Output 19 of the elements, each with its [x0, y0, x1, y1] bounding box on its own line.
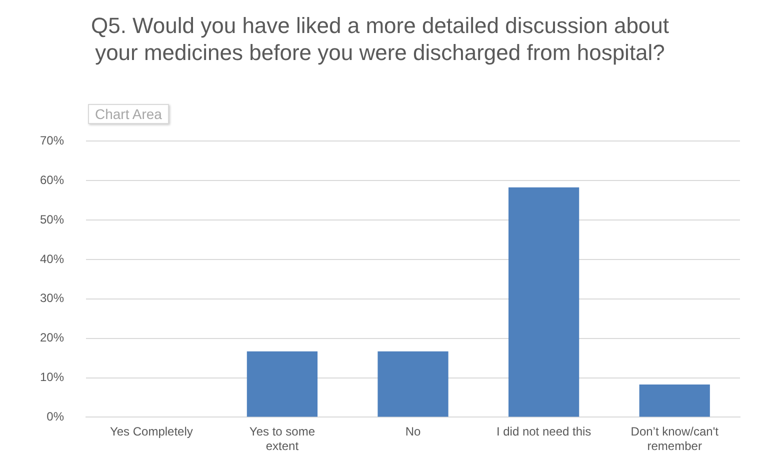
bar: [508, 187, 580, 417]
y-tick-label: 10%: [40, 370, 64, 384]
x-tick-label: Don’t know/can't remember: [630, 424, 720, 454]
x-tick-label: No: [405, 424, 422, 439]
bar: [246, 351, 318, 417]
y-tick-label: 50%: [40, 212, 64, 226]
y-tick-label: 70%: [40, 134, 64, 148]
bar: [378, 351, 448, 417]
y-tick-label: 0%: [46, 410, 64, 424]
y-tick-label: 30%: [40, 291, 64, 306]
x-tick-label: Yes Completely: [110, 424, 193, 439]
y-tick-label: 60%: [40, 172, 64, 187]
x-tick-label: Yes to some extent: [249, 424, 316, 454]
bar: [639, 384, 710, 417]
chart-title: Q5. Would you have liked a more detailed discussion about your medicines before you were discharged from hospital?: [90, 13, 670, 65]
x-tick-label: I did not need this: [496, 424, 592, 439]
y-tick-label: 20%: [40, 330, 64, 345]
text: Chart Area: [88, 104, 169, 124]
y-tick-label: 40%: [40, 252, 64, 266]
